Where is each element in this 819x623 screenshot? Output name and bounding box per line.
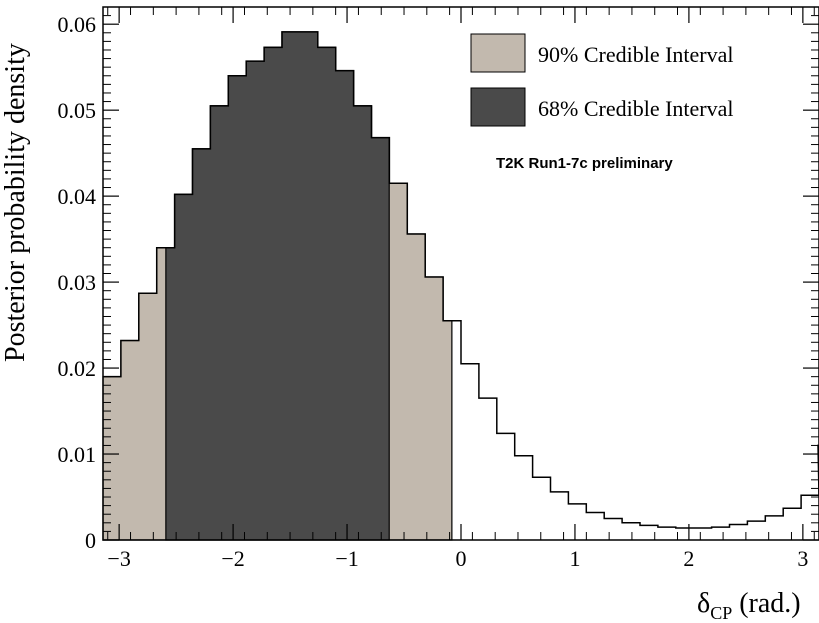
- x-axis-title-symbol: δ: [697, 588, 710, 619]
- y-axis-title: Posterior probability density: [0, 43, 31, 362]
- x-tick-label: 2: [683, 546, 694, 571]
- axis-tick-labels: −3 −2 −1 0 1 2 3 0 0.01 0.02 0.03 0.04 0.05 0.06: [58, 12, 809, 571]
- y-tick-label: 0.05: [58, 98, 97, 123]
- y-tick-label: 0.06: [58, 12, 97, 37]
- x-tick-label: −3: [107, 546, 130, 571]
- x-axis-title: δCP (rad.): [697, 588, 801, 623]
- credible-interval-fills: [102, 31, 453, 541]
- x-axis-title-subscript: CP: [710, 603, 732, 623]
- legend: 90% Credible Interval 68% Credible Inter…: [470, 33, 734, 127]
- y-tick-label: 0.04: [58, 184, 97, 209]
- legend-swatch-68: [470, 87, 526, 127]
- axis-ticks: [103, 7, 819, 541]
- preliminary-annotation: T2K Run1-7c preliminary: [496, 155, 673, 172]
- legend-swatch-90: [470, 33, 526, 73]
- x-tick-label: −1: [335, 546, 358, 571]
- x-axis-title-unit: (rad.): [732, 588, 800, 619]
- credible-interval-68-area: [165, 31, 390, 541]
- y-tick-label: 0.01: [58, 442, 97, 467]
- x-tick-label: 3: [797, 546, 808, 571]
- x-tick-label: 1: [569, 546, 580, 571]
- legend-label-90: 90% Credible Interval: [538, 42, 734, 67]
- x-tick-label: −2: [221, 546, 244, 571]
- x-tick-label: 0: [456, 546, 467, 571]
- y-tick-label: 0.02: [58, 356, 97, 381]
- y-tick-label: 0.03: [58, 270, 97, 295]
- posterior-step-line: [103, 31, 819, 529]
- y-tick-label: 0: [85, 528, 96, 553]
- legend-label-68: 68% Credible Interval: [538, 96, 734, 121]
